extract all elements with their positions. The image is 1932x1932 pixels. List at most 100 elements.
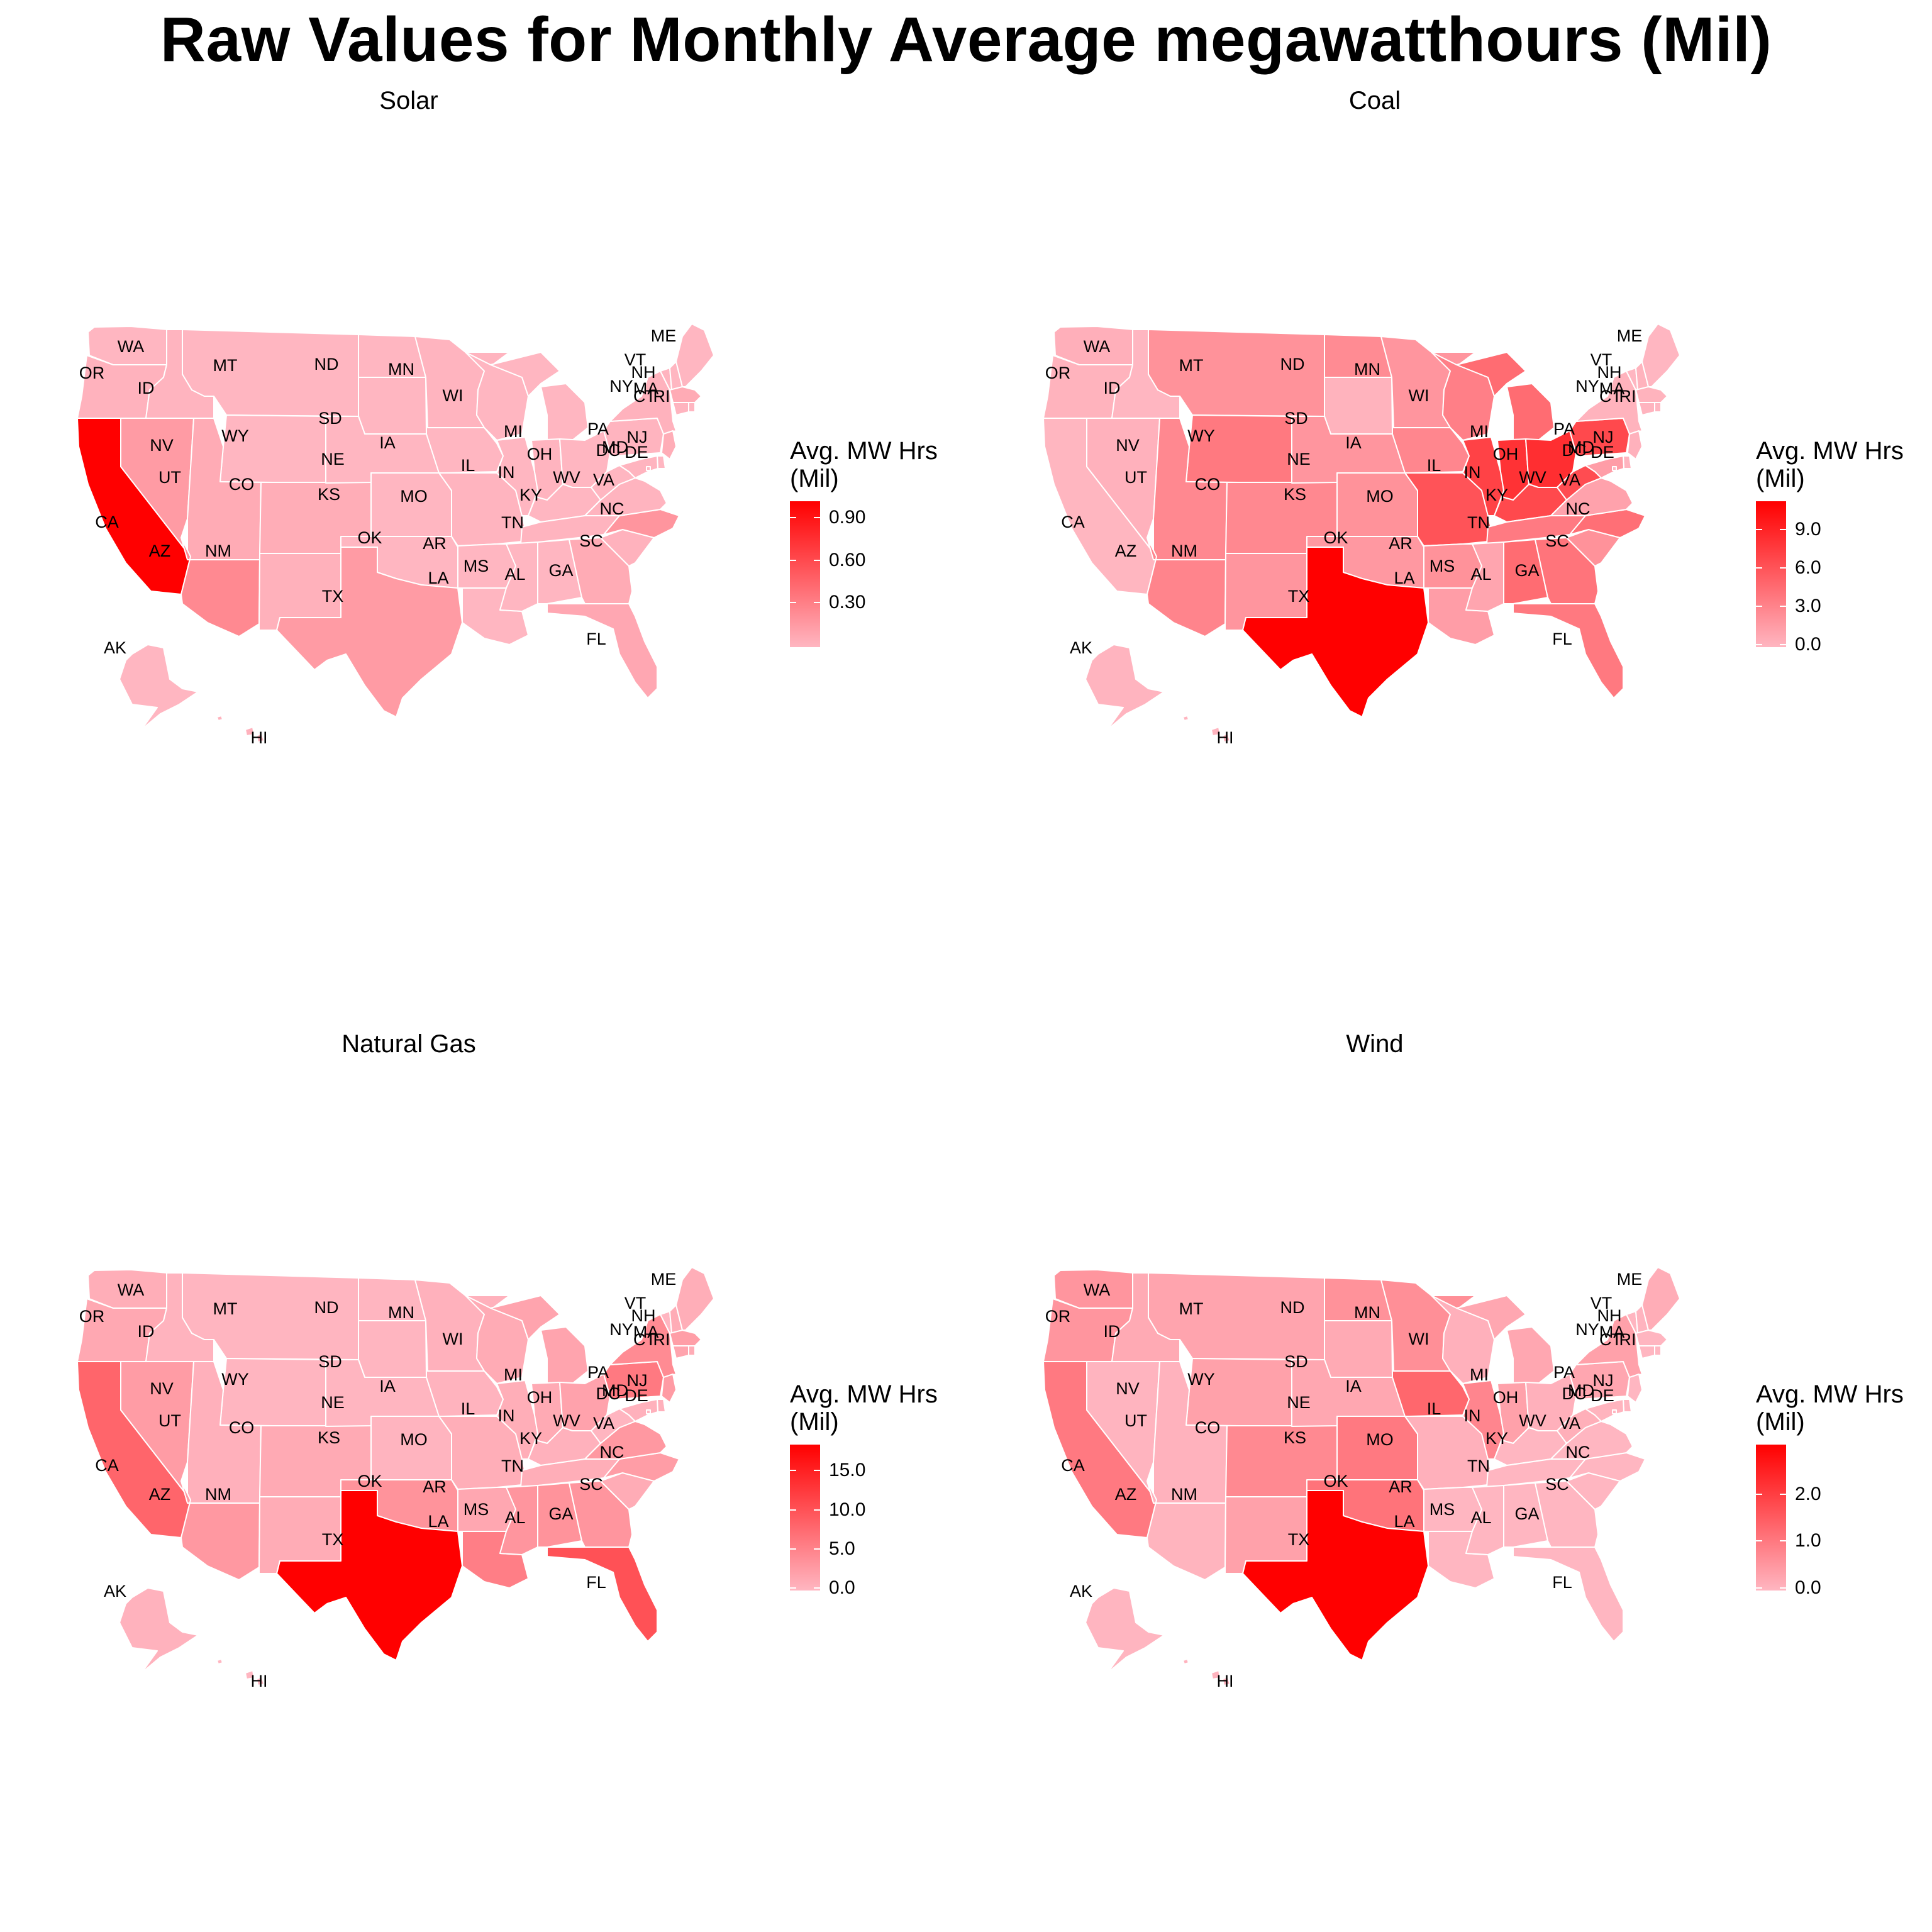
state-ri[interactable] bbox=[1654, 402, 1662, 413]
state-az[interactable] bbox=[1146, 1480, 1226, 1580]
state-label-ar: AR bbox=[423, 1477, 447, 1496]
state-hi[interactable] bbox=[216, 1658, 265, 1686]
state-me[interactable] bbox=[1641, 323, 1680, 387]
state-nj[interactable] bbox=[661, 1374, 677, 1403]
state-label-fl: FL bbox=[586, 630, 606, 648]
state-md[interactable] bbox=[619, 455, 658, 479]
state-ct[interactable] bbox=[1638, 402, 1655, 416]
state-ma[interactable] bbox=[669, 386, 702, 403]
state-il[interactable] bbox=[496, 436, 538, 516]
state-ak[interactable] bbox=[1085, 644, 1165, 730]
state-il[interactable] bbox=[496, 1380, 538, 1460]
state-tx[interactable] bbox=[276, 1490, 463, 1661]
state-ct[interactable] bbox=[672, 1345, 689, 1359]
state-sd[interactable] bbox=[1324, 377, 1393, 435]
state-nj[interactable] bbox=[1627, 430, 1643, 460]
state-az[interactable] bbox=[180, 537, 260, 637]
state-fl[interactable] bbox=[547, 1546, 658, 1642]
state-mi[interactable] bbox=[1456, 352, 1555, 441]
state-hi[interactable] bbox=[1182, 715, 1231, 743]
state-label-ut: UT bbox=[1124, 1411, 1147, 1430]
state-label-co: CO bbox=[1195, 475, 1221, 494]
state-wy[interactable] bbox=[1185, 1358, 1292, 1427]
figure-title: Raw Values for Monthly Average megawatth… bbox=[160, 4, 1772, 75]
state-al[interactable] bbox=[537, 539, 582, 604]
state-wy[interactable] bbox=[219, 414, 326, 484]
state-label-md: MD bbox=[1568, 438, 1594, 457]
state-label-de: DE bbox=[625, 443, 648, 462]
state-md[interactable] bbox=[619, 1399, 658, 1422]
state-ri[interactable] bbox=[1654, 1345, 1662, 1356]
state-al[interactable] bbox=[1503, 539, 1548, 604]
state-label-sc: SC bbox=[1545, 531, 1569, 550]
state-ak[interactable] bbox=[1085, 1587, 1165, 1674]
state-fl[interactable] bbox=[1513, 1546, 1624, 1642]
state-label-ny: NY bbox=[609, 1320, 633, 1339]
state-label-pa: PA bbox=[1553, 1363, 1575, 1382]
state-label-nd: ND bbox=[314, 355, 339, 374]
state-wy[interactable] bbox=[219, 1358, 326, 1427]
state-label-nh: NH bbox=[1597, 1306, 1622, 1325]
state-dc[interactable] bbox=[1612, 1409, 1617, 1414]
state-hi[interactable] bbox=[1182, 1658, 1231, 1686]
state-mi[interactable] bbox=[490, 352, 589, 441]
state-ak[interactable] bbox=[119, 644, 199, 730]
state-de[interactable] bbox=[1623, 455, 1632, 469]
state-tx[interactable] bbox=[1242, 1490, 1429, 1661]
legend-title: Avg. MW Hrs (Mil) bbox=[1756, 1380, 1932, 1436]
state-me[interactable] bbox=[1641, 1267, 1680, 1331]
map-panel-wind: Wind WA OR CA NV ID MT WY UT CO AZ NM ND SD NE KS OK TX MN… bbox=[966, 943, 1932, 1887]
state-tx[interactable] bbox=[1242, 547, 1429, 718]
state-sd[interactable] bbox=[358, 377, 427, 435]
state-nj[interactable] bbox=[661, 430, 677, 460]
state-de[interactable] bbox=[657, 1399, 666, 1413]
state-ct[interactable] bbox=[1638, 1345, 1655, 1359]
state-sd[interactable] bbox=[1324, 1320, 1393, 1378]
state-label-oh: OH bbox=[527, 445, 553, 464]
state-ma[interactable] bbox=[669, 1330, 702, 1346]
state-label-ct: CT bbox=[633, 1330, 656, 1349]
state-de[interactable] bbox=[1623, 1399, 1632, 1413]
state-fl[interactable] bbox=[1513, 603, 1624, 699]
state-fl[interactable] bbox=[547, 603, 658, 699]
state-label-pa: PA bbox=[587, 419, 609, 438]
state-md[interactable] bbox=[1585, 1399, 1624, 1422]
state-ct[interactable] bbox=[672, 402, 689, 416]
state-me[interactable] bbox=[675, 323, 714, 387]
legend-tick-label: 0.0 bbox=[829, 1577, 855, 1598]
state-ri[interactable] bbox=[688, 402, 696, 413]
state-label-ks: KS bbox=[318, 1428, 340, 1447]
state-ma[interactable] bbox=[1635, 1330, 1668, 1346]
state-az[interactable] bbox=[180, 1480, 260, 1580]
state-label-nm: NM bbox=[205, 541, 231, 560]
state-ri[interactable] bbox=[688, 1345, 696, 1356]
state-me[interactable] bbox=[675, 1267, 714, 1331]
state-wy[interactable] bbox=[1185, 414, 1292, 484]
state-mi[interactable] bbox=[1456, 1295, 1555, 1384]
state-label-nh: NH bbox=[631, 1306, 656, 1325]
state-label-ms: MS bbox=[464, 557, 489, 575]
state-mi[interactable] bbox=[490, 1295, 589, 1384]
state-label-ct: CT bbox=[633, 387, 656, 406]
state-al[interactable] bbox=[1503, 1482, 1548, 1548]
state-sd[interactable] bbox=[358, 1320, 427, 1378]
state-ma[interactable] bbox=[1635, 386, 1668, 403]
state-label-vt: VT bbox=[1591, 350, 1613, 369]
state-dc[interactable] bbox=[646, 466, 651, 471]
legend-title: Avg. MW Hrs (Mil) bbox=[790, 1380, 979, 1436]
state-az[interactable] bbox=[1146, 537, 1226, 637]
state-il[interactable] bbox=[1462, 436, 1504, 516]
state-il[interactable] bbox=[1462, 1380, 1504, 1460]
state-hi[interactable] bbox=[216, 715, 265, 743]
state-tx[interactable] bbox=[276, 547, 463, 718]
state-nj[interactable] bbox=[1627, 1374, 1643, 1403]
state-de[interactable] bbox=[657, 455, 666, 469]
state-dc[interactable] bbox=[646, 1409, 651, 1414]
state-al[interactable] bbox=[537, 1482, 582, 1548]
legend-title-line1: Avg. MW Hrs bbox=[790, 437, 938, 465]
state-ak[interactable] bbox=[119, 1587, 199, 1674]
state-label-ct: CT bbox=[1599, 1330, 1622, 1349]
state-dc[interactable] bbox=[1612, 466, 1617, 471]
state-md[interactable] bbox=[1585, 455, 1624, 479]
state-label-md: MD bbox=[602, 1381, 628, 1400]
